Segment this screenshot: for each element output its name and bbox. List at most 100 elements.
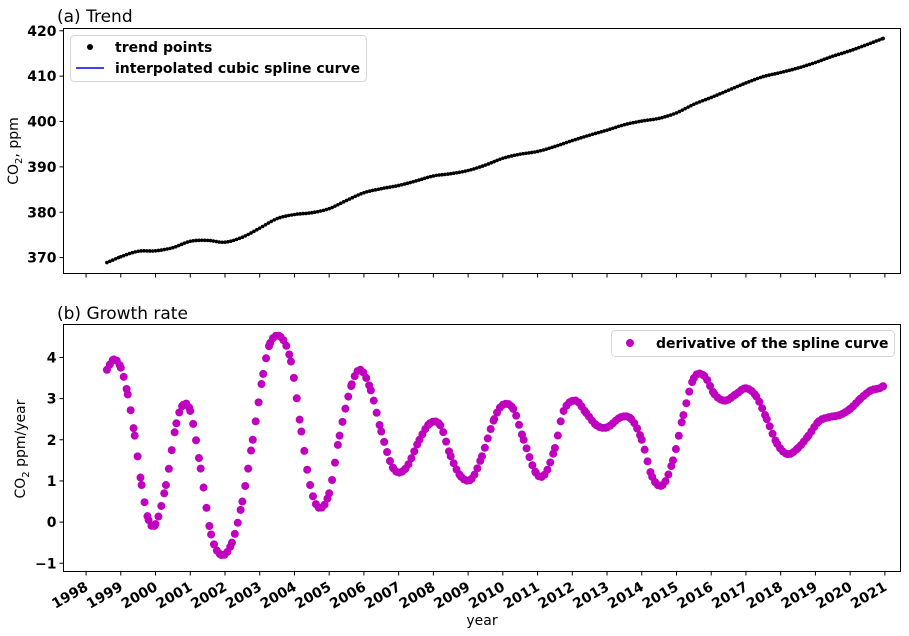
trend-point [411, 179, 415, 184]
trend-y-tick-label: 380 [27, 205, 56, 221]
derivative-point [186, 406, 195, 415]
trend-point [706, 96, 711, 101]
derivative-point [758, 404, 767, 413]
trend-point [304, 211, 308, 216]
x-tick-label: 2002 [188, 579, 230, 612]
trend-point [431, 174, 436, 178]
trend-point [842, 50, 847, 55]
trend-point [243, 234, 248, 238]
x-tick-label: 2000 [119, 579, 161, 612]
derivative-point [633, 424, 642, 433]
trend-point [483, 163, 488, 167]
trend-point [477, 165, 482, 169]
derivative-point [436, 421, 445, 430]
trend-y-tick-label: 400 [27, 115, 56, 131]
derivative-point [192, 436, 201, 445]
trend-point [113, 257, 118, 261]
trend-point [648, 118, 653, 122]
trend-point [755, 76, 760, 81]
derivative-point [136, 473, 145, 482]
trend-point [495, 158, 499, 163]
trend-point [703, 97, 708, 102]
trend-point [718, 92, 722, 96]
trend-point [108, 259, 112, 264]
growth-rate-x-ticks: 1998199920002001200220032004200520062007… [49, 571, 890, 612]
trend-point [318, 209, 323, 213]
x-tick-label: 2015 [640, 579, 682, 612]
trend-point [214, 239, 219, 244]
trend-point [503, 155, 508, 160]
derivative-point [439, 428, 448, 437]
trend-point [388, 185, 392, 189]
trend-point [182, 241, 187, 245]
trend-point [544, 147, 549, 151]
trend-point [231, 238, 236, 243]
trend-point [414, 179, 418, 183]
derivative-point [762, 415, 771, 424]
trend-point [283, 214, 288, 218]
growth-rate-y-tick-label: 3 [47, 392, 57, 408]
trend-point [749, 78, 754, 83]
trend-point [121, 253, 126, 258]
trend-point [752, 77, 757, 82]
derivative-point [247, 446, 256, 455]
trend-point [738, 83, 742, 88]
trend-point [660, 115, 664, 120]
trend-point [822, 57, 826, 62]
trend-point [584, 134, 589, 138]
trend-point [689, 103, 693, 108]
trend-point [286, 213, 291, 218]
trend-point [509, 154, 514, 158]
trend-point [237, 236, 242, 241]
trend-point [105, 260, 109, 265]
trend-point [668, 113, 673, 117]
trend-point [723, 89, 728, 94]
derivative-legend-marker [626, 339, 634, 347]
trend-point [773, 72, 777, 76]
trend-point [336, 202, 340, 207]
trend-point [391, 184, 395, 189]
trend-point [373, 188, 378, 192]
trend-point [266, 221, 271, 225]
derivative-point [303, 465, 312, 474]
derivative-point [160, 489, 169, 498]
derivative-point [546, 458, 555, 467]
trend-point [564, 140, 569, 145]
x-tick-label: 2016 [674, 579, 716, 612]
trend-point [420, 177, 424, 182]
derivative-point [509, 404, 518, 413]
derivative-point [157, 501, 166, 510]
trend-y-tick-label: 370 [27, 251, 56, 267]
trend-points-legend-label: trend points [115, 40, 212, 56]
trend-point [802, 64, 806, 69]
derivative-point [677, 418, 686, 427]
derivative-point [344, 392, 353, 401]
trend-point [252, 229, 256, 234]
derivative-point [285, 350, 294, 359]
derivative-point [241, 481, 250, 490]
derivative-point [442, 437, 451, 446]
trend-point [376, 187, 381, 192]
trend-point [645, 118, 650, 122]
derivative-point [295, 415, 304, 424]
trend-point [417, 178, 421, 182]
derivative-point [369, 396, 378, 405]
derivative-point [377, 427, 386, 436]
trend-point [324, 207, 329, 212]
trend-x-ticks [85, 273, 886, 278]
trend-point [153, 249, 158, 253]
trend-point [654, 117, 659, 121]
trend-point [637, 119, 641, 124]
growth-rate-plot-area [102, 331, 888, 560]
trend-point [697, 100, 702, 104]
derivative-point [362, 373, 371, 382]
trend-point [399, 183, 404, 187]
trend-point [133, 250, 138, 254]
trend-point [119, 254, 123, 259]
trend-point [599, 130, 604, 134]
trend-point [532, 150, 537, 154]
trend-point [145, 249, 149, 253]
x-tick-label: 2005 [292, 579, 334, 612]
trend-point [226, 240, 230, 244]
derivative-point [137, 481, 146, 490]
